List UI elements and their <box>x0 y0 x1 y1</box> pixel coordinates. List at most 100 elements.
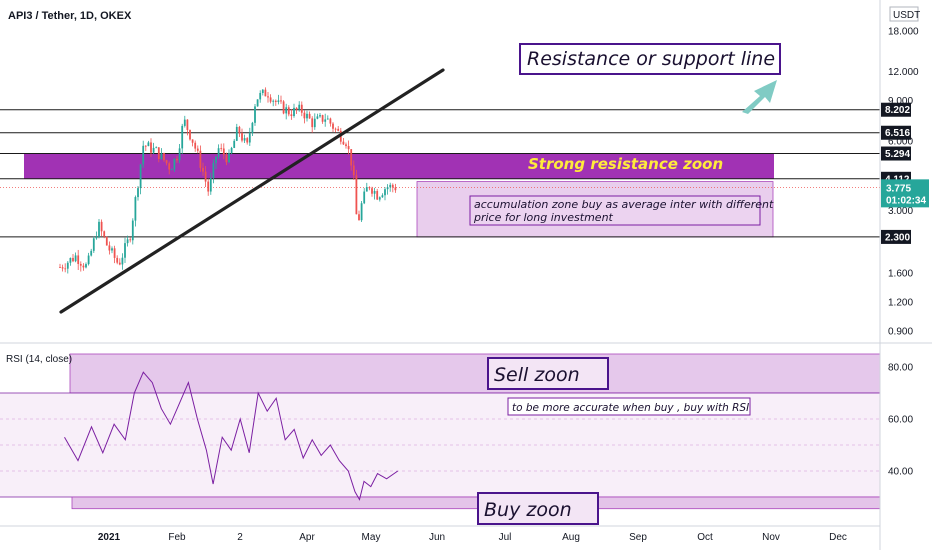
candle-body[interactable] <box>207 181 210 192</box>
candle-body[interactable] <box>295 107 298 110</box>
candle-body[interactable] <box>342 141 345 145</box>
level-tag[interactable] <box>881 125 911 140</box>
candle-body[interactable] <box>116 257 119 263</box>
candle-body[interactable] <box>157 147 160 160</box>
candle-body[interactable] <box>360 203 363 221</box>
candle-body[interactable] <box>287 107 290 115</box>
candle-body[interactable] <box>139 164 142 189</box>
last-price-tag[interactable] <box>881 179 929 208</box>
candle-body[interactable] <box>277 100 280 103</box>
candle-body[interactable] <box>183 119 186 126</box>
candle-body[interactable] <box>137 188 139 198</box>
candle-body[interactable] <box>95 236 98 239</box>
candle-body[interactable] <box>350 149 353 166</box>
candle-body[interactable] <box>66 262 69 269</box>
candle-body[interactable] <box>326 118 329 120</box>
rsi-note-box[interactable] <box>507 397 751 416</box>
candle-body[interactable] <box>373 190 376 194</box>
candle-body[interactable] <box>228 153 230 163</box>
candle-body[interactable] <box>394 187 397 191</box>
candle-body[interactable] <box>103 231 106 237</box>
candle-body[interactable] <box>300 104 303 113</box>
candle-body[interactable] <box>222 148 225 155</box>
candle-body[interactable] <box>186 119 189 130</box>
candle-body[interactable] <box>131 220 134 241</box>
candle-body[interactable] <box>82 265 85 268</box>
candle-body[interactable] <box>321 115 324 122</box>
candle-body[interactable] <box>105 236 108 246</box>
candle-body[interactable] <box>100 221 103 232</box>
candle-body[interactable] <box>282 101 285 114</box>
candle-body[interactable] <box>371 188 373 194</box>
candle-body[interactable] <box>248 133 251 143</box>
candle-body[interactable] <box>220 148 223 150</box>
candle-body[interactable] <box>196 148 199 151</box>
candle-body[interactable] <box>98 221 100 237</box>
candle-body[interactable] <box>345 144 347 147</box>
candle-body[interactable] <box>209 178 212 192</box>
candle-body[interactable] <box>108 245 111 251</box>
candle-body[interactable] <box>173 158 176 170</box>
candle-body[interactable] <box>285 107 288 114</box>
level-tag[interactable] <box>881 229 911 244</box>
candle-body[interactable] <box>92 238 95 251</box>
candle-body[interactable] <box>256 99 259 107</box>
candle-body[interactable] <box>230 147 233 154</box>
rsi-buy-band[interactable] <box>71 496 881 510</box>
candle-body[interactable] <box>194 142 197 149</box>
candle-body[interactable] <box>233 140 236 148</box>
candle-body[interactable] <box>87 255 90 265</box>
candle-body[interactable] <box>217 148 220 157</box>
candle-body[interactable] <box>386 187 389 190</box>
candle-body[interactable] <box>311 118 314 128</box>
candle-body[interactable] <box>378 197 381 200</box>
candle-body[interactable] <box>251 122 254 134</box>
level-tag[interactable] <box>881 102 911 117</box>
candle-body[interactable] <box>74 255 77 262</box>
drawings-layer[interactable] <box>59 68 777 314</box>
candles-layer[interactable] <box>59 87 397 274</box>
candle-body[interactable] <box>254 106 256 123</box>
buy-zone-note-box[interactable] <box>477 492 599 525</box>
candle-body[interactable] <box>178 148 181 161</box>
rsi-line[interactable] <box>64 371 399 501</box>
candle-body[interactable] <box>308 113 311 119</box>
candle-body[interactable] <box>165 160 168 164</box>
candle-body[interactable] <box>303 112 306 119</box>
candle-body[interactable] <box>152 147 155 153</box>
candle-body[interactable] <box>111 248 113 251</box>
candle-body[interactable] <box>79 263 82 266</box>
candle-body[interactable] <box>274 100 277 103</box>
candle-body[interactable] <box>355 175 358 215</box>
candle-body[interactable] <box>124 243 126 258</box>
candle-body[interactable] <box>155 147 158 149</box>
candle-body[interactable] <box>319 115 321 117</box>
candle-body[interactable] <box>241 133 243 141</box>
candle-body[interactable] <box>324 119 327 122</box>
candle-body[interactable] <box>215 156 217 164</box>
candle-body[interactable] <box>272 100 275 102</box>
candle-body[interactable] <box>64 268 67 270</box>
candle-body[interactable] <box>160 153 163 160</box>
resistance-note-box[interactable] <box>519 43 781 75</box>
candle-body[interactable] <box>212 163 215 179</box>
candle-body[interactable] <box>142 145 145 165</box>
candle-body[interactable] <box>316 116 319 119</box>
candle-body[interactable] <box>358 214 360 221</box>
candle-body[interactable] <box>337 128 340 131</box>
candle-body[interactable] <box>334 128 337 130</box>
candle-body[interactable] <box>267 96 269 98</box>
candle-body[interactable] <box>365 187 368 192</box>
candle-body[interactable] <box>391 184 394 188</box>
candle-body[interactable] <box>298 104 301 110</box>
candle-body[interactable] <box>85 264 87 268</box>
candle-body[interactable] <box>376 190 379 200</box>
strong-resistance-band[interactable] <box>24 153 774 179</box>
candle-body[interactable] <box>61 267 64 269</box>
candle-body[interactable] <box>329 118 332 124</box>
candle-body[interactable] <box>225 154 228 163</box>
candle-body[interactable] <box>59 267 61 268</box>
candle-body[interactable] <box>170 169 173 171</box>
